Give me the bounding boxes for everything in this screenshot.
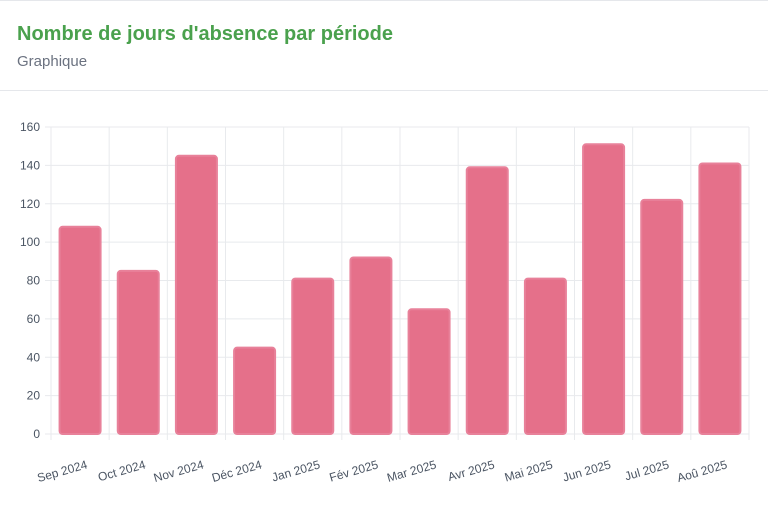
- card-header: Nombre de jours d'absence par période Gr…: [0, 1, 768, 91]
- x-axis-tick-labels: Sep 2024 Oct 2024 Nov 2024 Déc 2024 Jan 2025…: [36, 457, 729, 485]
- y-tick-label: 160: [20, 120, 40, 134]
- bar[interactable]: [698, 162, 742, 436]
- bar[interactable]: [233, 346, 277, 435]
- x-tick-label: Mar 2025: [385, 457, 438, 485]
- bar[interactable]: [465, 166, 509, 435]
- bar[interactable]: [291, 277, 335, 435]
- y-tick-label: 80: [27, 274, 41, 288]
- y-tick-label: 120: [20, 197, 40, 211]
- bar[interactable]: [58, 225, 102, 435]
- bar[interactable]: [640, 198, 684, 435]
- y-tick-label: 40: [27, 350, 41, 364]
- x-tick-label: Avr 2025: [446, 457, 496, 484]
- y-tick-label: 20: [27, 389, 41, 403]
- bar[interactable]: [407, 308, 451, 435]
- x-tick-label: Aoû 2025: [675, 457, 729, 485]
- x-tick-label: Fév 2025: [328, 457, 380, 484]
- bar[interactable]: [174, 154, 218, 435]
- x-tick-label: Nov 2024: [152, 457, 206, 485]
- y-tick-label: 0: [33, 427, 40, 441]
- x-tick-label: Sep 2024: [36, 457, 90, 485]
- y-tick-label: 140: [20, 158, 40, 172]
- y-axis-tick-labels: 0 20 40 60 80 100 120 140 160: [20, 120, 40, 441]
- x-tick-label: Oct 2024: [96, 457, 147, 484]
- bar-chart: 0 20 40 60 80 100 120 140 160 Sep 2024 Oct 2024 No…: [20, 120, 750, 485]
- x-tick-label: Mai 2025: [503, 457, 555, 484]
- bar[interactable]: [523, 277, 567, 435]
- bar[interactable]: [116, 269, 160, 435]
- x-tick-label: Jun 2025: [561, 457, 613, 484]
- x-tick-label: Déc 2024: [210, 457, 264, 485]
- x-tick-label: Jul 2025: [623, 457, 671, 483]
- chart-title: Nombre de jours d'absence par période: [17, 23, 393, 45]
- bar[interactable]: [349, 256, 393, 435]
- bar[interactable]: [582, 143, 626, 436]
- x-tick-label: Jan 2025: [270, 457, 322, 484]
- chart-subtitle: Graphique: [17, 53, 88, 70]
- chart-gridlines: [45, 126, 750, 440]
- y-tick-label: 60: [27, 312, 41, 326]
- chart-bars: [58, 143, 742, 436]
- y-tick-label: 100: [20, 235, 40, 249]
